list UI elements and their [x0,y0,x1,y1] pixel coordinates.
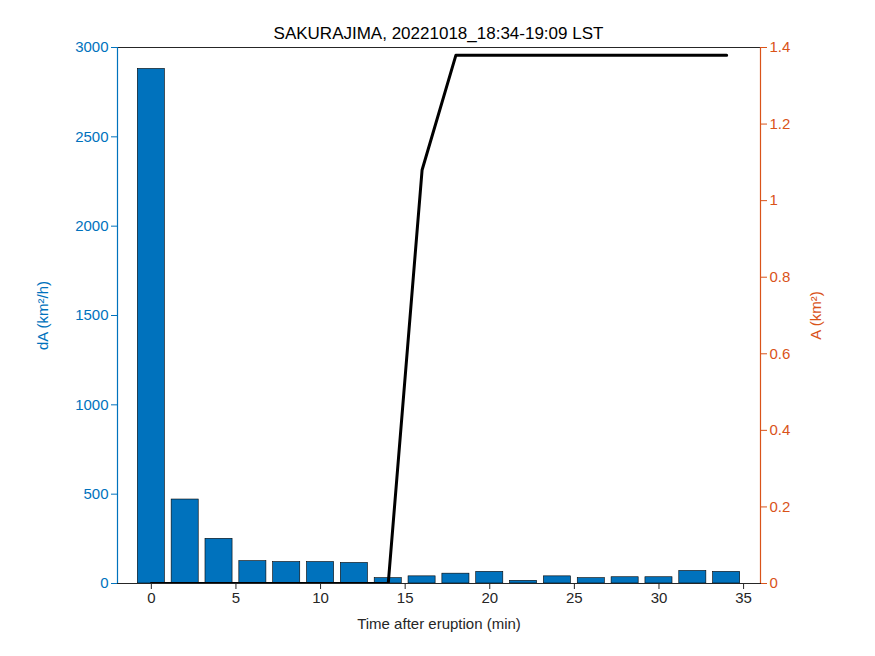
svg-text:0.2: 0.2 [770,498,791,515]
svg-text:1.4: 1.4 [770,38,791,55]
svg-text:Time after eruption (min): Time after eruption (min) [357,615,521,632]
svg-text:2000: 2000 [75,217,108,234]
svg-text:1000: 1000 [75,396,108,413]
svg-text:dA (km²/h): dA (km²/h) [34,281,51,350]
svg-text:0.8: 0.8 [770,268,791,285]
svg-text:0.6: 0.6 [770,345,791,362]
svg-text:1.2: 1.2 [770,115,791,132]
svg-text:10: 10 [312,589,329,606]
svg-text:1: 1 [770,191,778,208]
svg-text:A (km²): A (km²) [807,291,824,339]
svg-text:0.4: 0.4 [770,421,791,438]
html-text:SAKURAJIMA, 20221018_18:34-19:: SAKURAJIMA, 20221018_18:34-19:09 LST [273,24,604,43]
svg-text:20: 20 [481,589,498,606]
svg-text:2500: 2500 [75,128,108,145]
svg-text:15: 15 [397,589,414,606]
svg-text:0: 0 [770,574,778,591]
svg-text:30: 30 [651,589,668,606]
svg-text:5: 5 [232,589,240,606]
svg-text:35: 35 [735,589,752,606]
svg-text:3000: 3000 [75,38,108,55]
svg-text:1500: 1500 [75,306,108,323]
svg-text:25: 25 [566,589,583,606]
svg-text:500: 500 [83,485,108,502]
svg-text:0: 0 [100,574,108,591]
svg-text:0: 0 [147,589,155,606]
